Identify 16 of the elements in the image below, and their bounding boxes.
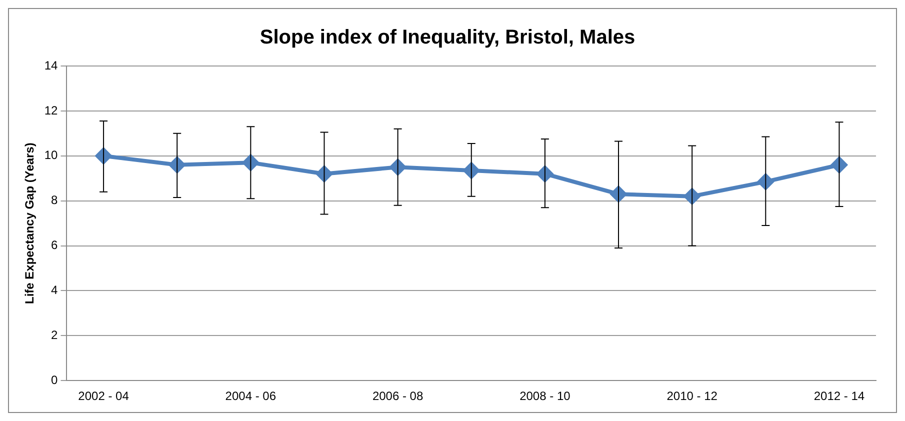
- y-axis-title: Life Expectancy Gap (Years): [22, 142, 37, 304]
- chart-title: Slope index of Inequality, Bristol, Males: [260, 26, 636, 49]
- y-tick-label: 6: [51, 238, 58, 252]
- x-tick-label: 2012 - 14: [814, 389, 865, 404]
- y-tick-label: 4: [51, 283, 58, 298]
- x-tick-label: 2006 - 08: [372, 389, 424, 404]
- x-tick-label: 2004 - 06: [225, 389, 276, 404]
- x-tick-label: 2008 - 10: [520, 389, 571, 404]
- y-tick-label: 14: [44, 58, 58, 72]
- x-tick-label: 2002 - 04: [78, 389, 130, 404]
- y-tick-label: 2: [51, 328, 58, 342]
- y-tick-label: 10: [44, 148, 58, 162]
- y-tick-label: 12: [44, 103, 58, 118]
- y-tick-label: 8: [51, 193, 58, 208]
- y-tick-label: 0: [51, 372, 58, 387]
- x-tick-label: 2010 - 12: [666, 389, 718, 404]
